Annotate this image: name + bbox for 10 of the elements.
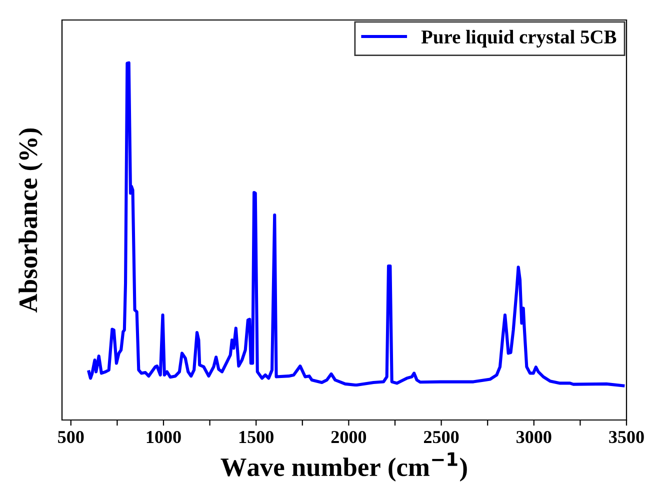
legend-label: Pure liquid crystal 5CB [421,30,616,48]
x-axis-title: Wave number (cm$^{−1}$) [220,452,467,482]
x-tick-label: 3000 [516,430,552,444]
x-tick-label: 1000 [146,430,181,444]
x-tick-label: 2000 [331,430,366,444]
y-axis-title: Absorbance (%) [18,128,43,312]
x-tick-label: 3500 [609,430,644,444]
x-tick-label: 1500 [239,430,274,444]
x-tick-label: 500 [58,430,84,444]
x-tick-label: 2500 [424,430,459,444]
